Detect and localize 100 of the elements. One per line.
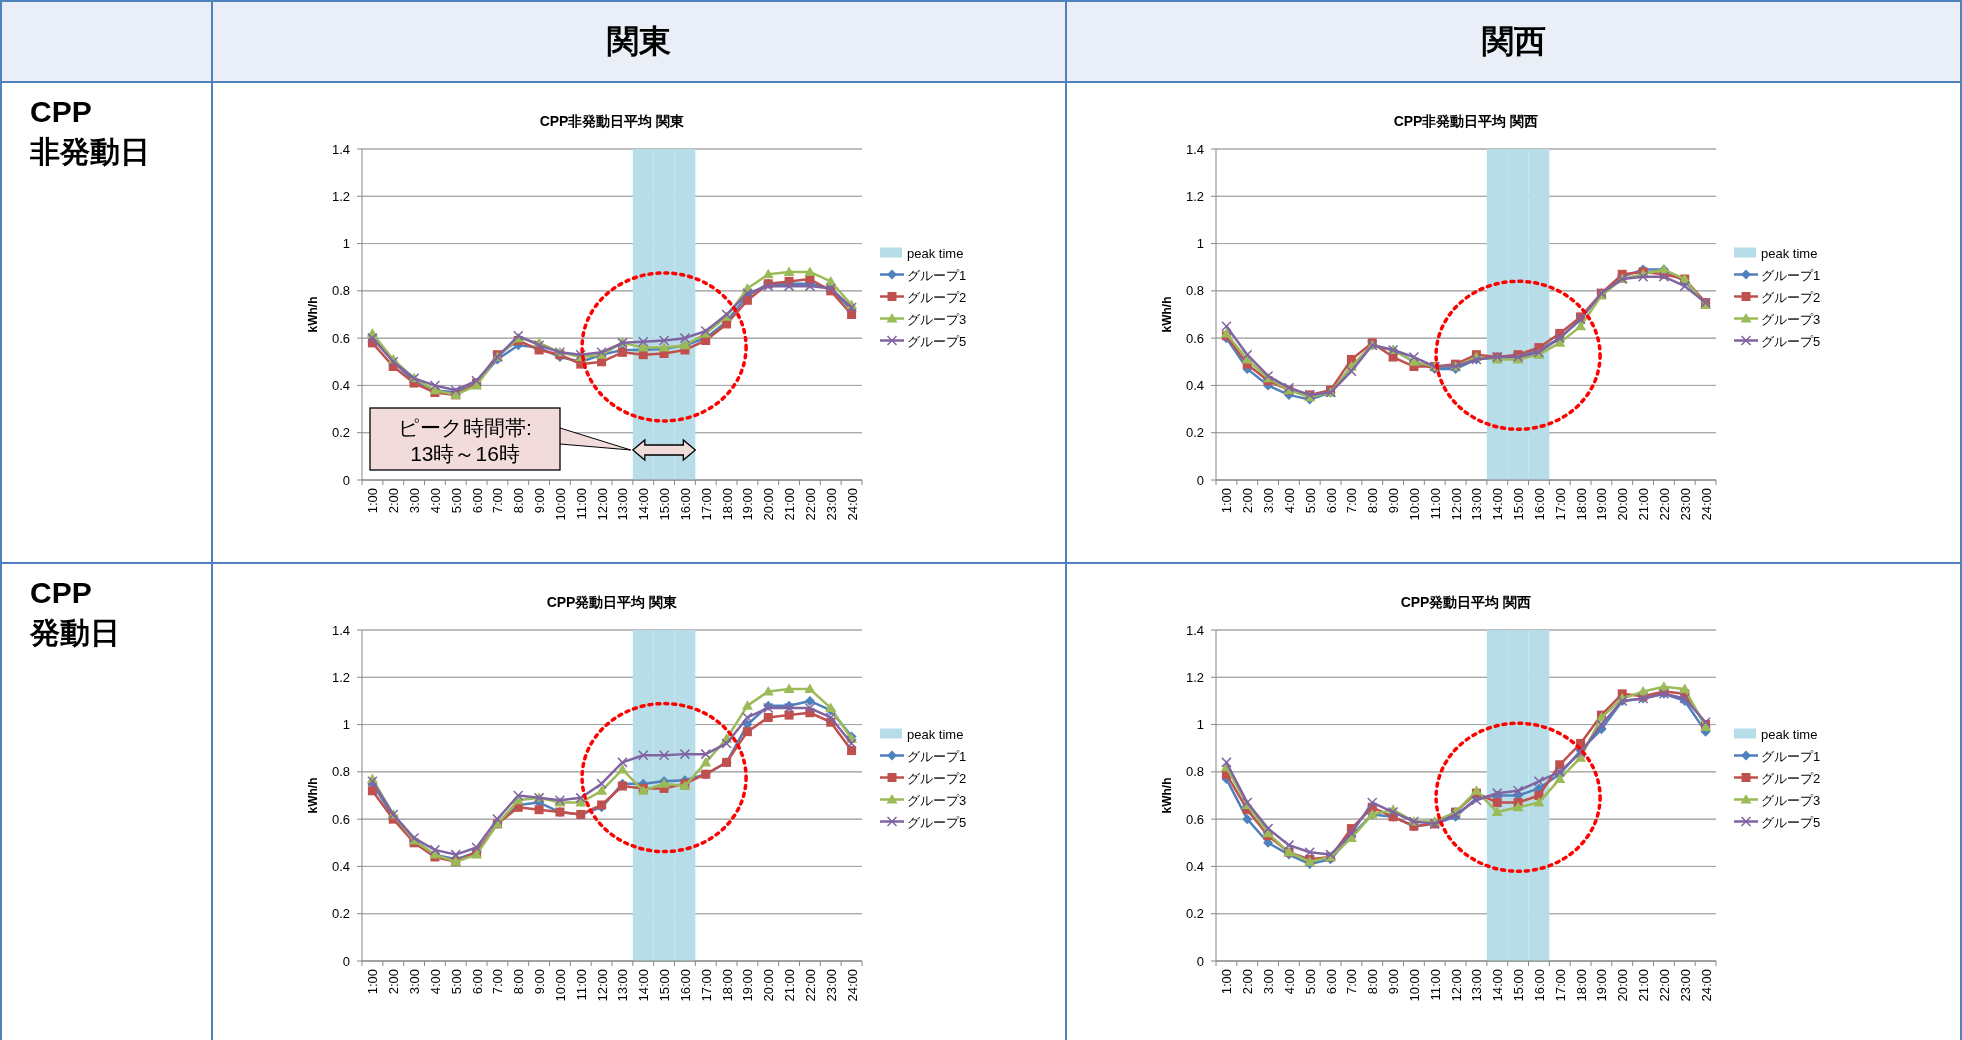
legend-label: グループ5 <box>1761 814 1821 830</box>
x-tick-label: 9:00 <box>1386 488 1402 514</box>
text: 関東 <box>607 23 671 59</box>
chart-title: CPP非発動日平均 関西 <box>1393 113 1539 129</box>
x-tick-label: 19:00 <box>1594 969 1610 1002</box>
y-tick-label: 0.6 <box>1185 811 1204 827</box>
x-tick-label: 22:00 <box>802 488 818 521</box>
y-tick-label: 1 <box>342 717 350 733</box>
legend-label: グループ3 <box>1761 792 1821 808</box>
x-tick-label: 22:00 <box>802 969 818 1002</box>
x-tick-label: 8:00 <box>1365 488 1381 514</box>
x-tick-label: 14:00 <box>636 969 652 1002</box>
x-tick-label: 12:00 <box>1448 488 1464 521</box>
x-tick-label: 4:00 <box>427 969 443 995</box>
x-tick-label: 20:00 <box>1615 969 1631 1002</box>
text: CPP 発動日 <box>29 576 120 649</box>
x-tick-label: 20:00 <box>761 488 777 521</box>
y-tick-label: 0.8 <box>1185 764 1204 780</box>
x-tick-label: 6:00 <box>469 488 485 514</box>
x-tick-label: 5:00 <box>448 488 464 514</box>
x-tick-label: 12:00 <box>594 969 610 1002</box>
y-tick-label: 1.2 <box>1185 669 1204 685</box>
x-tick-label: 17:00 <box>698 969 714 1002</box>
x-tick-label: 17:00 <box>1552 488 1568 521</box>
legend-label: グループ5 <box>907 333 967 349</box>
y-tick-label: 1.2 <box>1185 188 1204 204</box>
y-tick-label: 0.4 <box>331 858 350 874</box>
y-tick-label: 0.4 <box>1185 858 1204 874</box>
x-tick-label: 2:00 <box>1240 969 1256 995</box>
x-tick-label: 23:00 <box>1677 488 1693 521</box>
x-tick-label: 12:00 <box>1448 969 1464 1002</box>
y-tick-label: 0.4 <box>331 377 350 393</box>
chart-title: CPP発動日平均 関東 <box>546 594 679 610</box>
x-tick-label: 13:00 <box>1469 969 1485 1002</box>
legend-label: peak time <box>1761 726 1818 742</box>
legend-label: グループ1 <box>907 267 967 283</box>
x-tick-label: 12:00 <box>594 488 610 521</box>
y-tick-label: 0.6 <box>331 811 350 827</box>
x-tick-label: 1:00 <box>365 488 381 514</box>
x-tick-label: 1:00 <box>1219 488 1235 514</box>
y-tick-label: 0.2 <box>1185 906 1204 922</box>
chart-title: CPP発動日平均 関西 <box>1400 594 1532 610</box>
x-tick-label: 6:00 <box>1323 488 1339 514</box>
x-tick-label: 6:00 <box>469 969 485 995</box>
x-tick-label: 13:00 <box>615 488 631 521</box>
x-tick-label: 6:00 <box>1323 969 1339 995</box>
y-tick-label: 0.2 <box>1185 425 1204 441</box>
legend-label: グループ3 <box>907 792 967 808</box>
x-tick-label: 4:00 <box>1281 969 1297 995</box>
x-tick-label: 3:00 <box>407 969 423 995</box>
legend-label: グループ3 <box>907 311 967 327</box>
x-tick-label: 21:00 <box>782 969 798 1002</box>
text: 関西 <box>1482 23 1546 59</box>
x-tick-label: 19:00 <box>1594 488 1610 521</box>
x-tick-label: 17:00 <box>698 488 714 521</box>
x-tick-label: 15:00 <box>657 488 673 521</box>
x-tick-label: 17:00 <box>1552 969 1568 1002</box>
y-axis-title: kWh/h <box>306 296 320 333</box>
legend-label: グループ2 <box>1761 289 1821 305</box>
x-tick-label: 10:00 <box>1406 969 1422 1002</box>
legend-label: グループ1 <box>907 748 967 764</box>
y-axis-title: kWh/h <box>306 777 320 814</box>
x-tick-label: 4:00 <box>427 488 443 514</box>
x-tick-label: 21:00 <box>1636 969 1652 1002</box>
legend-label: peak time <box>907 726 964 742</box>
y-axis-title: kWh/h <box>1160 296 1174 333</box>
x-tick-label: 15:00 <box>657 969 673 1002</box>
x-tick-label: 8:00 <box>511 969 527 995</box>
x-tick-label: 1:00 <box>365 969 381 995</box>
x-tick-label: 10:00 <box>1406 488 1422 521</box>
x-tick-label: 14:00 <box>1490 488 1506 521</box>
x-tick-label: 15:00 <box>1511 969 1527 1002</box>
x-tick-label: 24:00 <box>844 969 860 1002</box>
x-tick-label: 10:00 <box>552 969 568 1002</box>
x-tick-label: 4:00 <box>1281 488 1297 514</box>
x-tick-label: 9:00 <box>1386 969 1402 995</box>
x-tick-label: 13:00 <box>615 969 631 1002</box>
y-tick-label: 1 <box>1196 717 1204 733</box>
legend-label: グループ2 <box>1761 770 1821 786</box>
x-tick-label: 9:00 <box>532 969 548 995</box>
y-axis-title: kWh/h <box>1160 777 1174 814</box>
x-tick-label: 11:00 <box>573 488 589 520</box>
x-tick-label: 18:00 <box>1573 969 1589 1002</box>
legend-label: グループ5 <box>907 814 967 830</box>
y-tick-label: 1.4 <box>1185 141 1204 157</box>
y-tick-label: 0.8 <box>331 283 350 299</box>
x-tick-label: 8:00 <box>1365 969 1381 995</box>
text: CPP 非発動日 <box>29 95 150 168</box>
y-tick-label: 0 <box>1196 472 1204 488</box>
y-tick-label: 0.2 <box>331 425 350 441</box>
x-tick-label: 23:00 <box>823 969 839 1002</box>
y-tick-label: 1.4 <box>1185 622 1204 638</box>
x-tick-label: 19:00 <box>740 488 756 521</box>
x-tick-label: 18:00 <box>719 488 735 521</box>
x-tick-label: 20:00 <box>1615 488 1631 521</box>
x-tick-label: 2:00 <box>386 488 402 514</box>
legend-label: peak time <box>1761 245 1818 261</box>
y-tick-label: 0.4 <box>1185 377 1204 393</box>
x-tick-label: 1:00 <box>1219 969 1235 995</box>
y-tick-label: 0.8 <box>331 764 350 780</box>
